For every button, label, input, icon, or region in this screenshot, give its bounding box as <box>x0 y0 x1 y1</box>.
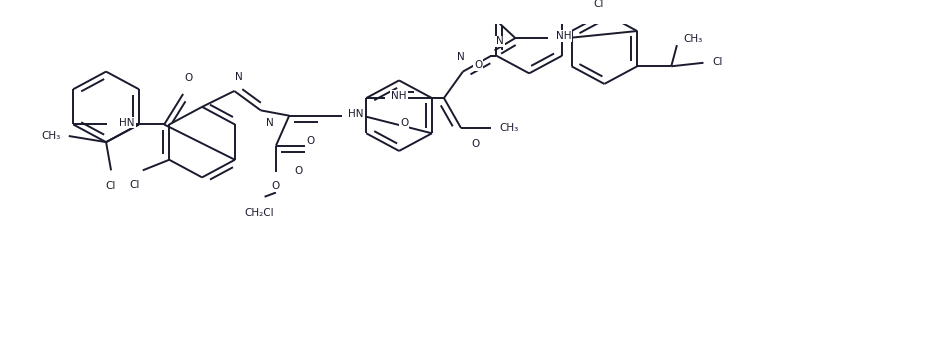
Text: O: O <box>474 60 483 70</box>
Text: Cl: Cl <box>594 0 604 9</box>
Text: O: O <box>400 119 408 129</box>
Text: Cl: Cl <box>712 57 722 67</box>
Text: HN: HN <box>119 118 135 128</box>
Text: O: O <box>295 166 303 176</box>
Text: CH₃: CH₃ <box>500 123 518 133</box>
Text: N: N <box>266 118 273 128</box>
Text: CH₃: CH₃ <box>42 131 61 141</box>
Text: CH₃: CH₃ <box>683 34 703 44</box>
Text: O: O <box>471 139 479 149</box>
Text: N: N <box>457 52 465 62</box>
Text: Cl: Cl <box>106 181 116 191</box>
Text: Cl: Cl <box>130 180 140 190</box>
Text: N: N <box>236 72 243 82</box>
Text: HN: HN <box>349 109 363 119</box>
Text: O: O <box>306 136 314 146</box>
Text: O: O <box>272 181 281 191</box>
Text: NH: NH <box>391 91 406 101</box>
Text: O: O <box>184 73 192 83</box>
Text: CH₂Cl: CH₂Cl <box>245 208 274 218</box>
Text: NH: NH <box>555 31 571 41</box>
Text: N: N <box>497 36 504 46</box>
